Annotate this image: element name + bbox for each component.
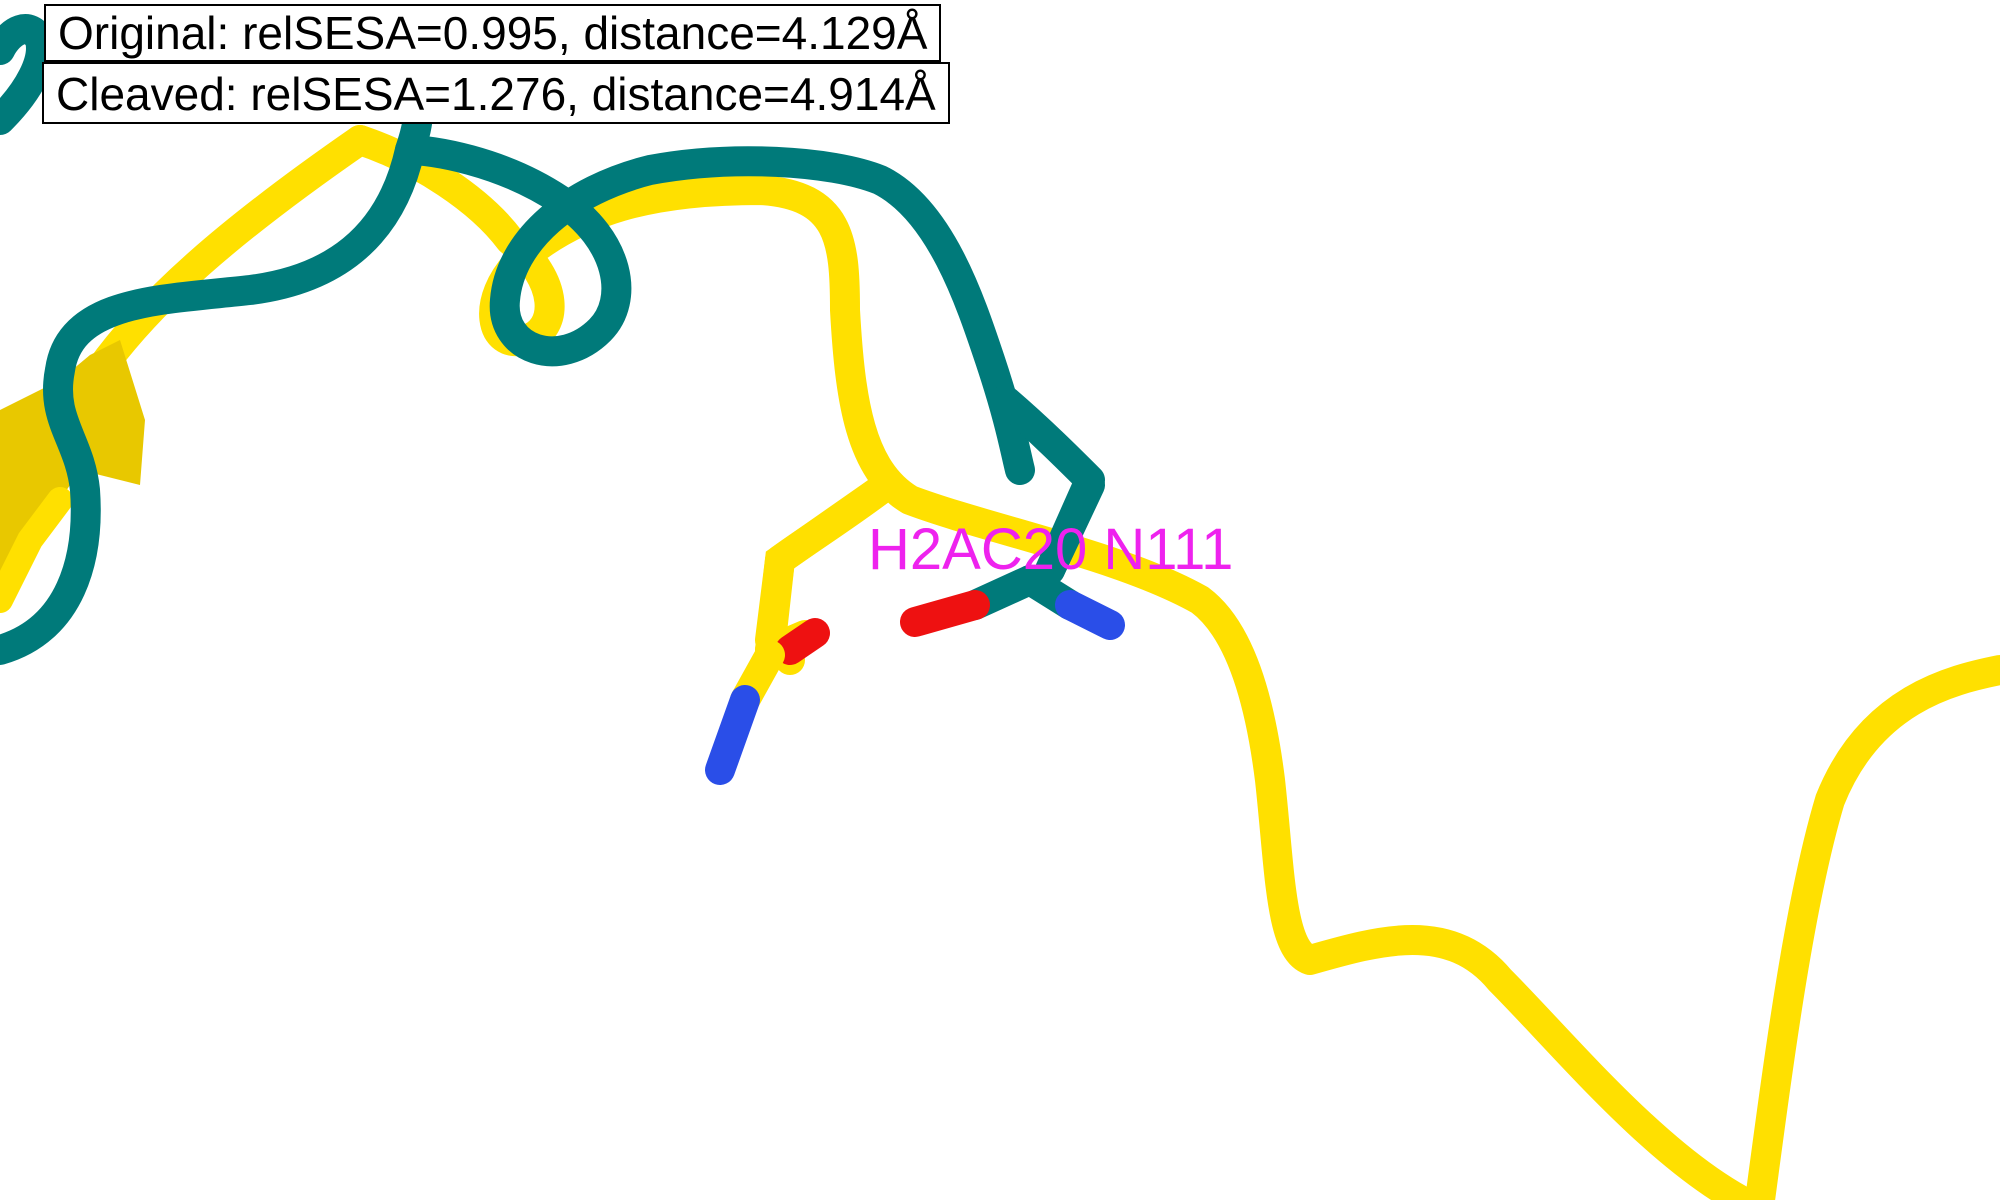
original-annotation-text: Original: relSESA=0.995, distance=4.129Å	[58, 7, 928, 59]
cleaved-residue-sticks	[705, 475, 895, 785]
cleaved-structure-backbone	[0, 125, 2000, 1200]
cleaved-annotation-box: Cleaved: relSESA=1.276, distance=4.914Å	[42, 62, 950, 124]
residue-label: H2AC20 N111	[868, 517, 1234, 582]
original-annotation-box: Original: relSESA=0.995, distance=4.129Å	[44, 4, 942, 62]
original-residue-sticks	[900, 470, 1125, 640]
cleaved-annotation-text: Cleaved: relSESA=1.276, distance=4.914Å	[56, 68, 936, 120]
